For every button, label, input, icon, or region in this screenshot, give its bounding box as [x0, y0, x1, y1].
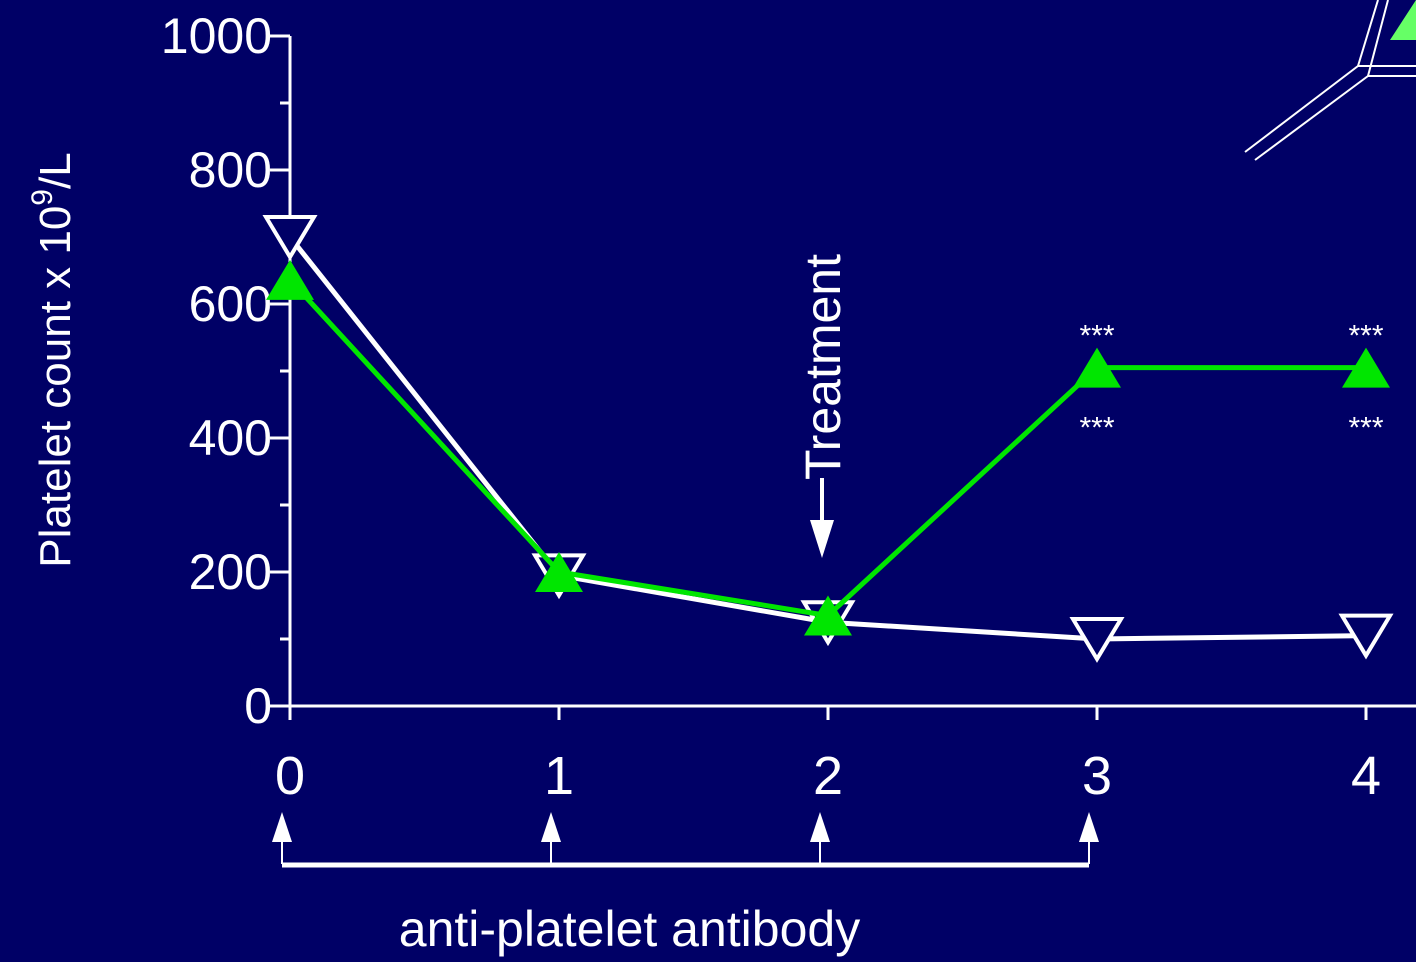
marker [1069, 617, 1125, 663]
y-tick-label: 0 [244, 678, 272, 734]
dosing-label: anti-platelet antibody [399, 901, 860, 957]
marker [266, 259, 314, 300]
y-axis-label-suffix: /L [31, 152, 80, 189]
x-tick-label: 0 [275, 746, 305, 806]
significance-label: *** [1079, 412, 1114, 445]
x-tick-label: 2 [813, 746, 843, 806]
legend-icon-fragment [1244, 0, 1416, 161]
x-tick-label: 3 [1082, 746, 1112, 806]
y-tick-label: 200 [189, 544, 272, 600]
y-tick-label: 400 [189, 410, 272, 466]
y-axis-label-superscript: 9 [26, 189, 59, 206]
dose-arrowhead [1079, 812, 1099, 842]
y-tick-label: 800 [189, 142, 272, 198]
marker [535, 552, 583, 592]
marker [804, 595, 852, 636]
treatment-label: Treatment [795, 254, 851, 480]
marker [1073, 347, 1121, 388]
significance-label: *** [1079, 320, 1114, 353]
y-axis-label-text: Platelet count x 10 [31, 206, 80, 568]
dose-arrowhead [541, 812, 561, 842]
y-tick-label: 600 [189, 276, 272, 332]
treatment-arrowhead [810, 520, 834, 558]
marker [1342, 347, 1390, 388]
y-tick-label: 1000 [161, 8, 272, 64]
significance-label: *** [1348, 320, 1383, 353]
significance-label: *** [1348, 412, 1383, 445]
dose-arrowhead [272, 812, 292, 842]
marker [262, 215, 318, 261]
y-axis-label: Platelet count x 109/L [26, 152, 80, 567]
marker [1338, 613, 1394, 660]
dose-arrowhead [810, 812, 830, 842]
x-tick-label: 4 [1351, 746, 1381, 806]
x-tick-label: 1 [544, 746, 574, 806]
